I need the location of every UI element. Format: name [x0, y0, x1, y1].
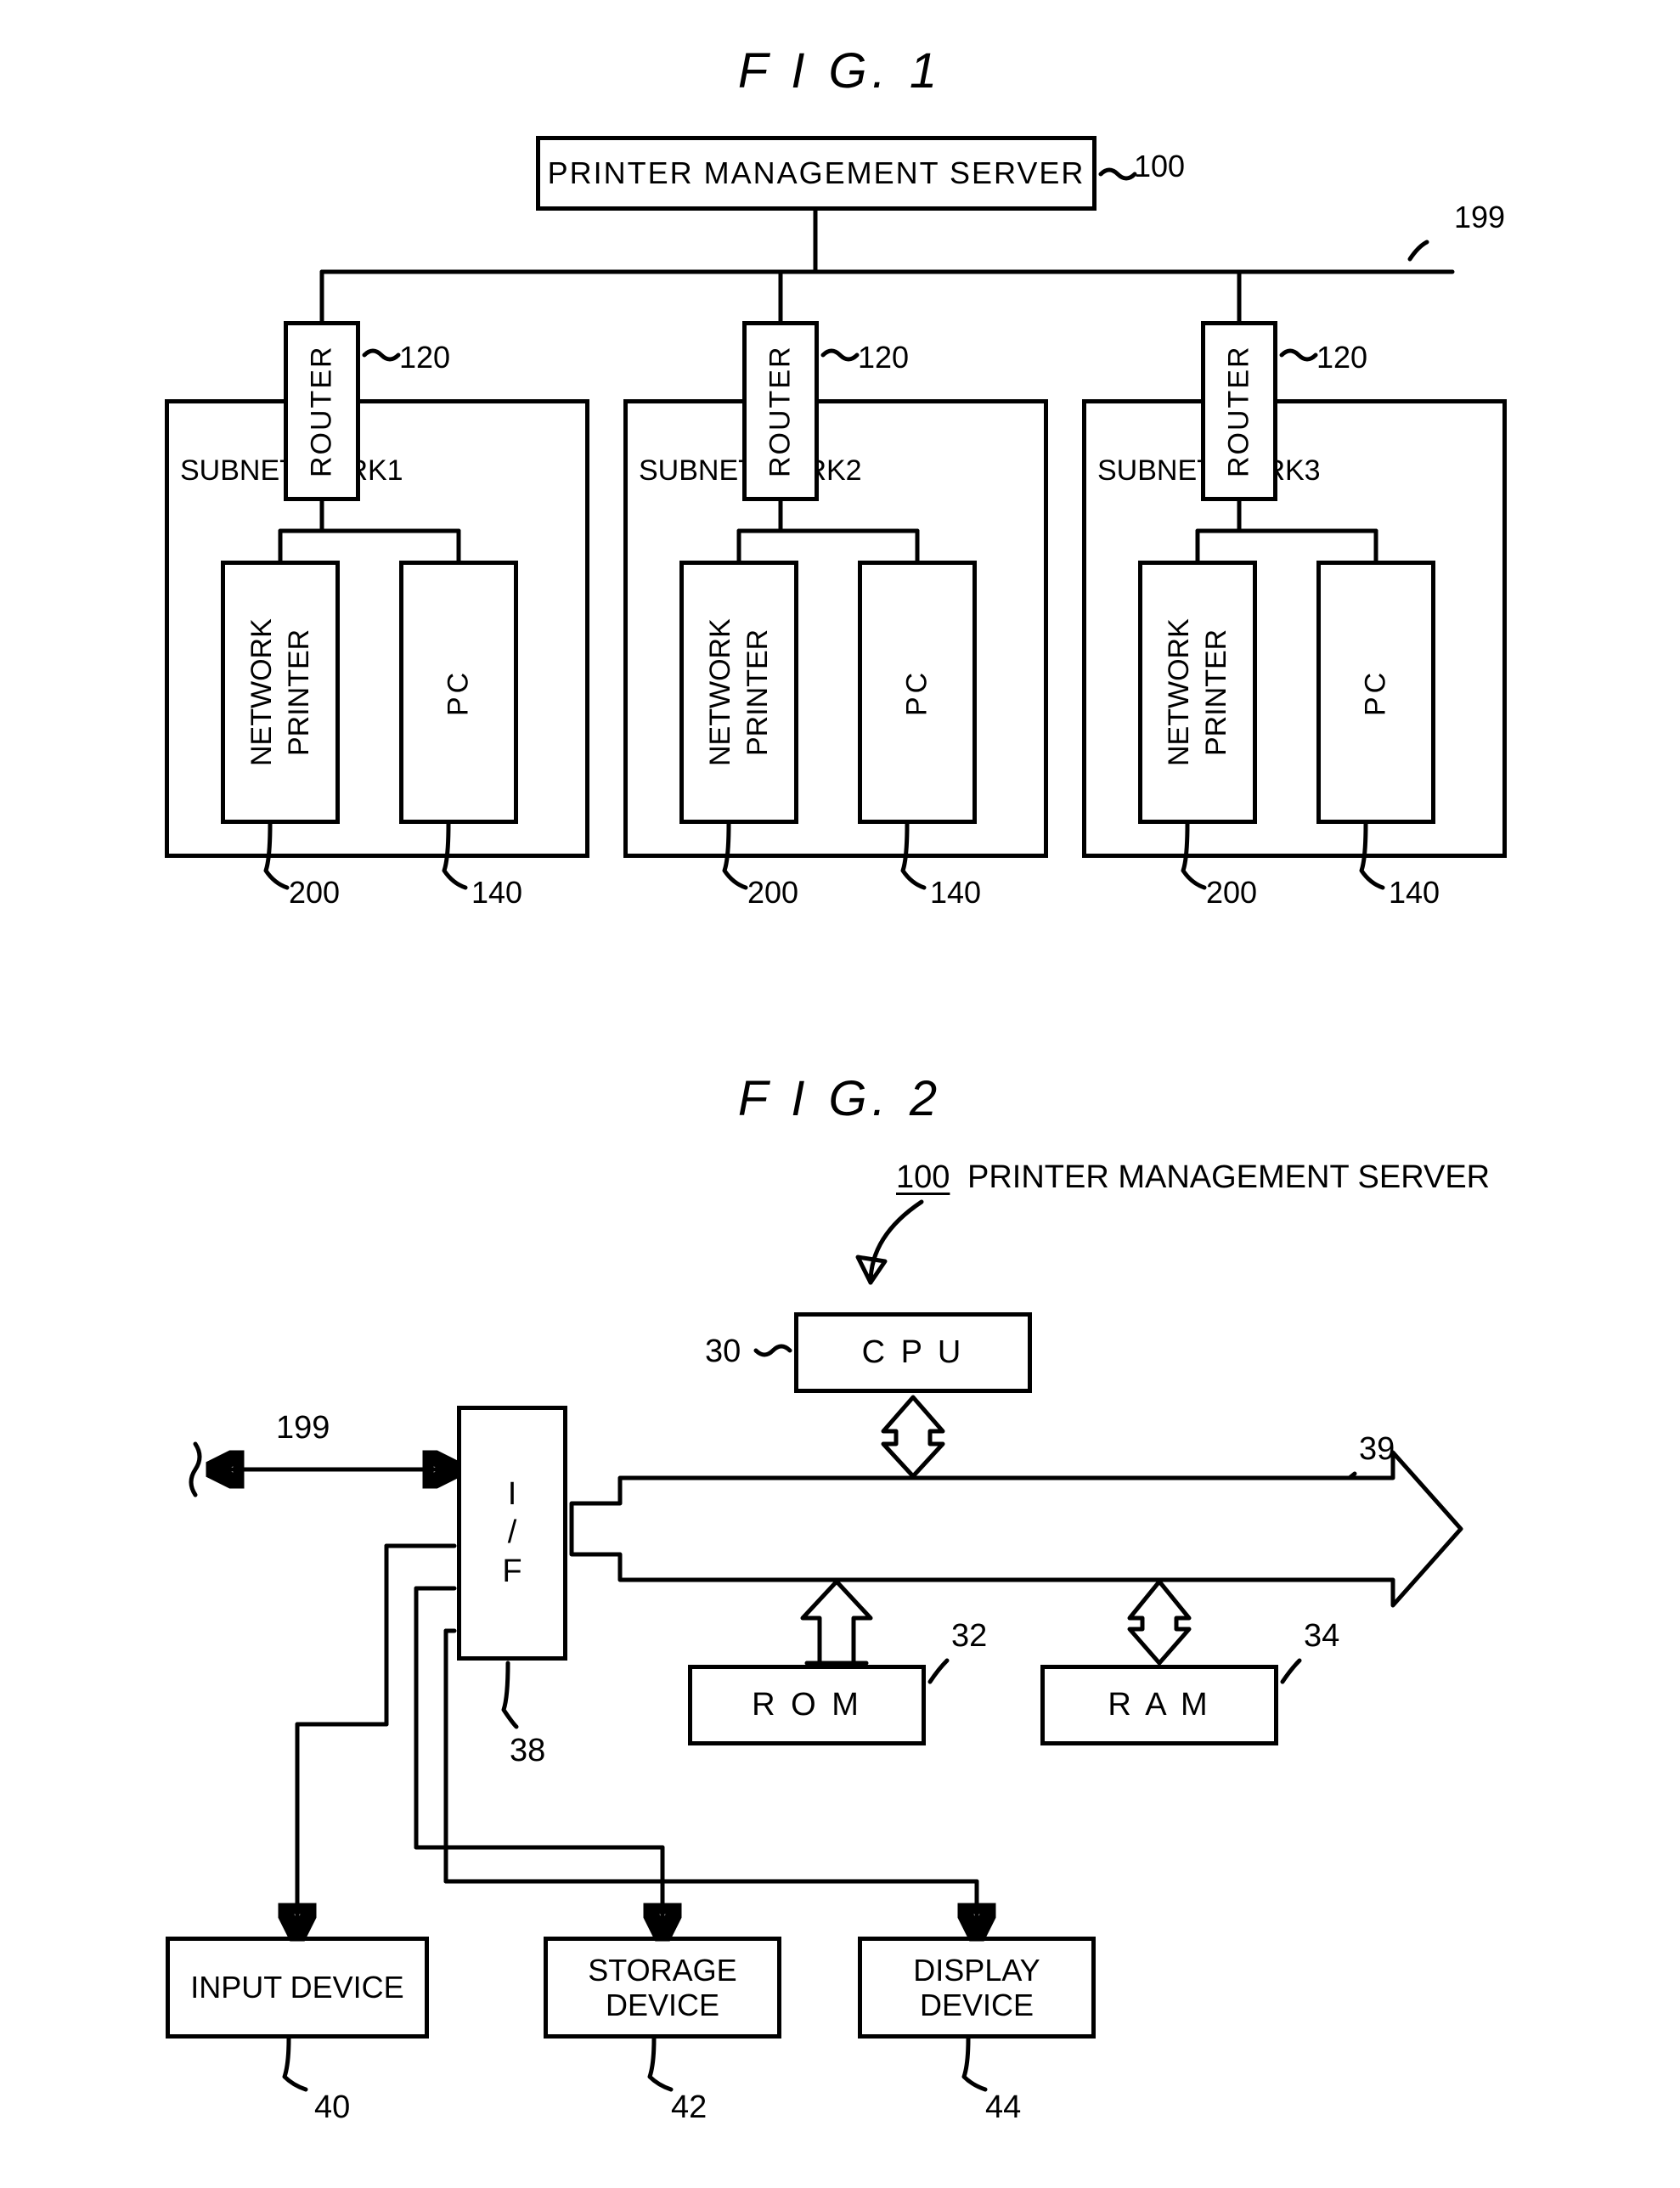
- fig1-server-ref: 100: [1134, 149, 1185, 184]
- fig2-rom-box: R O M: [688, 1665, 926, 1745]
- fig2-bus-ref: 39: [1359, 1431, 1395, 1468]
- fig1-router2-ref: 120: [858, 340, 909, 375]
- fig1-title: F I G. 1: [0, 42, 1680, 99]
- fig1-pc2: PC: [858, 561, 977, 824]
- fig1-pc3: PC: [1316, 561, 1435, 824]
- fig1-pc1-ref: 140: [471, 875, 522, 911]
- fig2-storage-ref: 42: [671, 2089, 707, 2126]
- fig1-printer2: NETWORK PRINTER: [679, 561, 798, 824]
- fig2-header-text: PRINTER MANAGEMENT SERVER: [967, 1159, 1490, 1195]
- fig2-display-ref: 44: [985, 2089, 1021, 2126]
- fig2-net-ref: 199: [276, 1410, 330, 1446]
- fig1-router1-ref: 120: [399, 340, 450, 375]
- fig2-if-ref: 38: [510, 1733, 545, 1769]
- fig1-pc1: PC: [399, 561, 518, 824]
- fig2-cpu-box: C P U: [794, 1312, 1032, 1393]
- fig1-router1: ROUTER: [284, 321, 360, 501]
- fig1-printer2-ref: 200: [747, 875, 798, 911]
- fig2-display-box: DISPLAY DEVICE: [858, 1937, 1096, 2039]
- fig2-if-box: I / F: [457, 1406, 567, 1661]
- fig1-bus-ref: 199: [1454, 200, 1505, 235]
- page: F I G. 1 PRINTER MANAGEMENT SERVER 100 1…: [0, 0, 1680, 2188]
- fig2-storage-box: STORAGE DEVICE: [544, 1937, 781, 2039]
- fig1-router3: ROUTER: [1201, 321, 1277, 501]
- fig1-printer3-ref: 200: [1206, 875, 1257, 911]
- fig1-server-box: PRINTER MANAGEMENT SERVER: [536, 136, 1097, 211]
- fig2-input-box: INPUT DEVICE: [166, 1937, 429, 2039]
- fig2-input-ref: 40: [314, 2089, 350, 2126]
- fig1-router2: ROUTER: [742, 321, 819, 501]
- fig1-router3-ref: 120: [1316, 340, 1367, 375]
- fig2-ram-ref: 34: [1304, 1618, 1339, 1655]
- fig2-header-ref: 100: [896, 1159, 950, 1195]
- fig2-ram-box: R A M: [1040, 1665, 1278, 1745]
- fig2-cpu-ref: 30: [705, 1334, 741, 1370]
- fig2-title: F I G. 2: [0, 1070, 1680, 1127]
- fig1-printer1-ref: 200: [289, 875, 340, 911]
- fig2-rom-ref: 32: [951, 1618, 987, 1655]
- fig2-header: 100 PRINTER MANAGEMENT SERVER: [896, 1159, 1490, 1196]
- fig1-pc3-ref: 140: [1389, 875, 1440, 911]
- fig1-pc2-ref: 140: [930, 875, 981, 911]
- fig1-printer1: NETWORK PRINTER: [221, 561, 340, 824]
- fig1-printer3: NETWORK PRINTER: [1138, 561, 1257, 824]
